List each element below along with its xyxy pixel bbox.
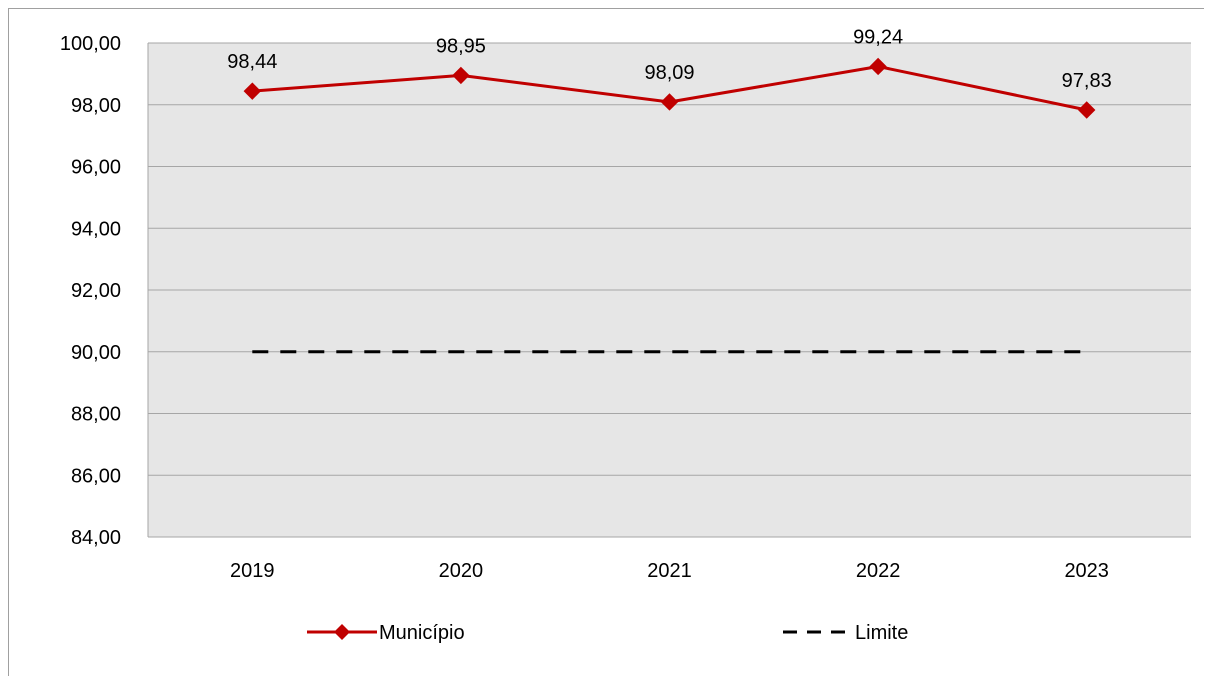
data-point-marker: [1077, 101, 1096, 119]
y-tick-label: 86,00: [71, 465, 121, 487]
y-tick-label: 94,00: [71, 218, 121, 240]
y-tick-label: 90,00: [71, 342, 121, 364]
y-tick-label: 88,00: [71, 404, 121, 426]
data-point-marker: [869, 57, 887, 76]
y-axis-ticks: 84,00 86,00 88,00 90,00 92,00 94,00 96,00 98,00…: [60, 33, 121, 549]
data-label: 98,09: [644, 62, 694, 84]
x-tick-label: 2022: [856, 560, 901, 582]
x-tick-label: 2020: [439, 560, 484, 582]
data-label: 99,24: [853, 26, 903, 48]
y-tick-label: 96,00: [71, 157, 121, 179]
y-tick-label: 92,00: [71, 280, 121, 302]
data-point-marker: [243, 82, 262, 100]
y-tick-label: 84,00: [71, 527, 121, 549]
legend-marker: [334, 624, 350, 640]
legend: Município Limite: [307, 622, 908, 644]
y-tick-label: 98,00: [71, 95, 121, 117]
x-tick-label: 2019: [230, 560, 275, 582]
data-label: 97,83: [1062, 70, 1112, 92]
data-labels: 98,44 98,95 98,09 99,24 97,83: [227, 26, 1111, 92]
x-axis-ticks: 2019 2020 2021 2022 2023: [230, 560, 1109, 582]
x-tick-label: 2023: [1064, 560, 1109, 582]
y-tick-label: 100,00: [60, 33, 121, 55]
data-point-marker: [452, 66, 470, 85]
data-label: 98,95: [436, 35, 486, 57]
legend-label-1: Município: [379, 622, 465, 644]
x-tick-label: 2021: [647, 560, 692, 582]
chart-frame: [8, 8, 1204, 676]
legend-label-2: Limite: [855, 622, 908, 644]
data-point-marker: [660, 93, 679, 111]
data-label: 98,44: [227, 51, 277, 73]
series-layer: [243, 57, 1096, 354]
